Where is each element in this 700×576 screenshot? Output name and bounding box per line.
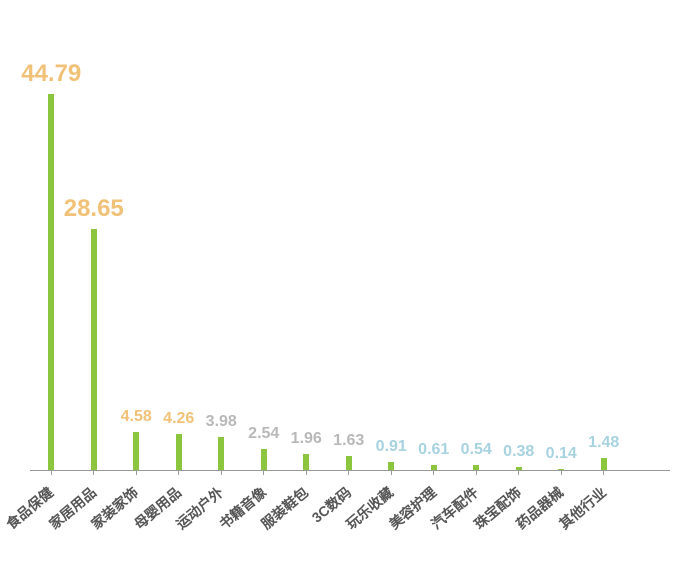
category-label: 汽车配件 (427, 482, 483, 533)
bar (218, 437, 224, 470)
value-label: 4.58 (121, 408, 152, 426)
category-label: 家居用品 (44, 482, 100, 533)
category-label: 运动户外 (172, 482, 228, 533)
category-label: 食品保健 (2, 482, 58, 533)
category-label: 书籍音像 (214, 482, 270, 533)
x-tick (348, 470, 349, 475)
x-axis (30, 470, 670, 471)
bar (558, 469, 564, 470)
value-label: 44.79 (21, 60, 81, 88)
plot-area: 44.79食品保健28.65家居用品4.58家装家饰4.26母婴用品3.98运动… (30, 80, 670, 470)
bar (346, 456, 352, 470)
value-label: 2.54 (248, 425, 279, 443)
bar (601, 458, 607, 470)
x-tick (603, 470, 604, 475)
value-label: 28.65 (64, 195, 124, 223)
x-tick (221, 470, 222, 475)
value-label: 1.48 (588, 434, 619, 452)
x-tick (518, 470, 519, 475)
bar (48, 94, 54, 470)
value-label: 1.96 (291, 430, 322, 448)
category-label: 其他行业 (554, 482, 610, 533)
category-label: 药品器械 (512, 482, 568, 533)
x-tick (51, 470, 52, 475)
bar (516, 467, 522, 470)
x-tick (391, 470, 392, 475)
x-tick (433, 470, 434, 475)
value-label: 0.38 (503, 443, 534, 461)
x-tick (178, 470, 179, 475)
value-label: 4.26 (163, 410, 194, 428)
x-tick (93, 470, 94, 475)
category-label: 玩乐收藏 (342, 482, 398, 533)
bar (133, 432, 139, 470)
bar (303, 454, 309, 470)
value-label: 0.61 (418, 441, 449, 459)
x-tick (476, 470, 477, 475)
value-label: 0.14 (546, 445, 577, 463)
x-tick (263, 470, 264, 475)
bar (261, 449, 267, 470)
category-label: 服装鞋包 (257, 482, 313, 533)
x-tick (306, 470, 307, 475)
value-label: 0.91 (376, 438, 407, 456)
bar (91, 229, 97, 470)
x-tick (561, 470, 562, 475)
category-label: 美容护理 (384, 482, 440, 533)
bar (176, 434, 182, 470)
bar (388, 462, 394, 470)
category-label: 母婴用品 (129, 482, 185, 533)
bar-chart: 44.79 食品保健 28.65 家居用品 4.58 家装家饰 4.26 母婴用品 3.98 运动… (0, 0, 700, 576)
value-label: 3.98 (206, 413, 237, 431)
category-label: 珠宝配饰 (469, 482, 525, 533)
bar (473, 465, 479, 470)
category-label: 家装家饰 (87, 482, 143, 533)
value-label: 0.54 (461, 441, 492, 459)
bar (431, 465, 437, 470)
x-tick (136, 470, 137, 475)
value-label: 1.63 (333, 432, 364, 450)
